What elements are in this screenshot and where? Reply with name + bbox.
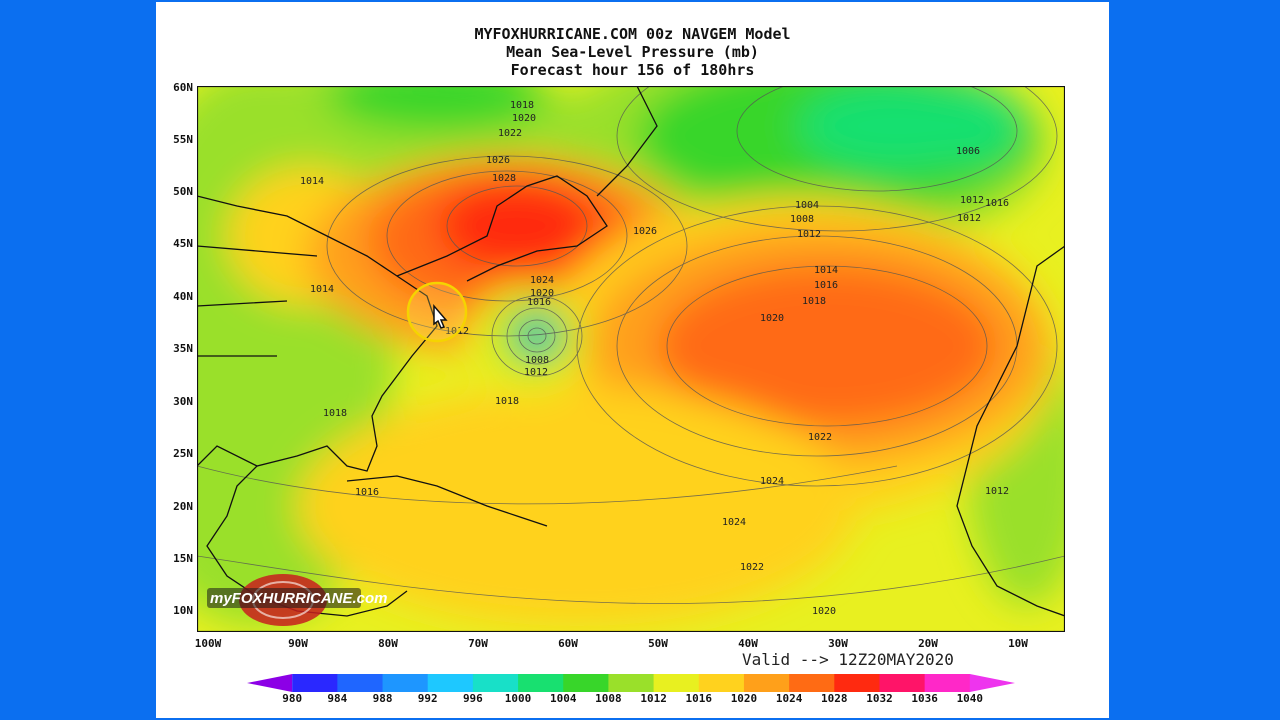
contour-label: 1008 bbox=[525, 355, 550, 366]
colorbar bbox=[247, 674, 1015, 692]
contour-label: 1022 bbox=[498, 128, 523, 139]
colorbar-swatch bbox=[247, 674, 293, 692]
colorbar-label: 988 bbox=[372, 692, 393, 705]
lon-label-50w: 50W bbox=[648, 637, 668, 650]
lat-label-60n: 60N bbox=[173, 81, 193, 94]
colorbar-swatch bbox=[698, 674, 745, 692]
lon-label-100w: 100W bbox=[194, 637, 222, 650]
contour-label: 1016 bbox=[355, 487, 380, 498]
colorbar-label: 996 bbox=[462, 692, 483, 705]
colorbar-swatch bbox=[518, 674, 564, 692]
contour-label: 1022 bbox=[808, 432, 833, 443]
contour-label: 1004 bbox=[795, 200, 820, 211]
colorbar-swatch bbox=[382, 674, 429, 692]
colorbar-label: 1036 bbox=[911, 692, 938, 705]
contour-label: 1014 bbox=[814, 265, 839, 276]
colorbar-swatch bbox=[292, 674, 338, 692]
contour-label: 1018 bbox=[510, 100, 535, 111]
colorbar-label: 1000 bbox=[504, 692, 532, 705]
pressure-map bbox=[197, 86, 1065, 632]
colorbar-swatch bbox=[834, 674, 880, 692]
colorbar-swatch bbox=[337, 674, 384, 692]
myfoxhurricane-logo bbox=[207, 574, 361, 626]
lat-label-45n: 45N bbox=[173, 237, 193, 250]
contour-label: 1024 bbox=[530, 275, 555, 286]
contour-label: 1024 bbox=[760, 476, 785, 487]
colorbar-swatch bbox=[789, 674, 835, 692]
colorbar-label: 1020 bbox=[730, 692, 758, 705]
lon-label-90w: 90W bbox=[288, 637, 308, 650]
contour-label: 1012 bbox=[797, 229, 822, 240]
contour-label: 1012 bbox=[957, 213, 982, 224]
lon-label-80w: 80W bbox=[378, 637, 398, 650]
map-title-line3: Forecast hour 156 of 180hrs bbox=[510, 61, 755, 79]
colorbar-label: 992 bbox=[417, 692, 438, 705]
contour-label: 1018 bbox=[323, 408, 348, 419]
colorbar-swatch bbox=[427, 674, 474, 692]
lat-label-40n: 40N bbox=[173, 290, 193, 303]
contour-label: 1006 bbox=[956, 146, 981, 157]
contour-label: 1020 bbox=[760, 313, 785, 324]
contour-label: 1018 bbox=[802, 296, 827, 307]
colorbar-label: 980 bbox=[282, 692, 303, 705]
lat-label-50n: 50N bbox=[173, 185, 193, 198]
contour-label: 1008 bbox=[790, 214, 815, 225]
logo-text: myFOXHURRICANE.com bbox=[210, 590, 388, 607]
contour-label: 1022 bbox=[740, 562, 765, 573]
colorbar-label: 1016 bbox=[685, 692, 713, 705]
contour-label: 1016 bbox=[527, 297, 552, 308]
contour-label: 1012 bbox=[524, 367, 549, 378]
contour-label: 1012 bbox=[985, 486, 1010, 497]
lat-label-55n: 55N bbox=[173, 133, 193, 146]
contour-label: 1016 bbox=[814, 280, 839, 291]
map-title-line2: Mean Sea-Level Pressure (mb) bbox=[506, 43, 759, 61]
colorbar-label: 1028 bbox=[821, 692, 848, 705]
contour-label: 1012 bbox=[960, 195, 985, 206]
colorbar-swatch bbox=[472, 674, 519, 692]
lon-label-10w: 10W bbox=[1008, 637, 1028, 650]
contour-label: 1014 bbox=[300, 176, 325, 187]
map-title-line1: MYFOXHURRICANE.COM 00z NAVGEM Model bbox=[474, 25, 791, 43]
lon-label-60w: 60W bbox=[558, 637, 578, 650]
colorbar-swatch bbox=[743, 674, 790, 692]
colorbar-swatch bbox=[563, 674, 609, 692]
lat-label-20n: 20N bbox=[173, 500, 193, 513]
colorbar-label: 1004 bbox=[549, 692, 577, 705]
lat-label-35n: 35N bbox=[173, 342, 193, 355]
lat-label-30n: 30N bbox=[173, 395, 193, 408]
colorbar-swatch bbox=[879, 674, 926, 692]
colorbar-swatch bbox=[924, 674, 971, 692]
colorbar-label: 1012 bbox=[640, 692, 667, 705]
colorbar-label: 1040 bbox=[956, 692, 984, 705]
colorbar-label: 1008 bbox=[595, 692, 622, 705]
lon-label-40w: 40W bbox=[738, 637, 758, 650]
contour-label: 1018 bbox=[495, 396, 520, 407]
valid-time: Valid --> 12Z20MAY2020 bbox=[742, 650, 954, 669]
lat-label-10n: 10N bbox=[173, 604, 193, 617]
contour-label: 1020 bbox=[812, 606, 837, 617]
contour-label: 1028 bbox=[492, 173, 517, 184]
lat-label-25n: 25N bbox=[173, 447, 193, 460]
lon-label-70w: 70W bbox=[468, 637, 488, 650]
colorbar-swatch bbox=[608, 674, 655, 692]
contour-label: 1026 bbox=[633, 226, 658, 237]
contour-label: 1024 bbox=[722, 517, 747, 528]
pointer-hand-icon bbox=[406, 281, 468, 343]
contour-label: 1014 bbox=[310, 284, 335, 295]
colorbar-swatch bbox=[653, 674, 700, 692]
colorbar-swatch bbox=[969, 674, 1015, 692]
colorbar-label: 1032 bbox=[866, 692, 893, 705]
contour-label: 1020 bbox=[530, 288, 555, 299]
colorbar-label: 984 bbox=[327, 692, 348, 705]
contour-label: 1026 bbox=[486, 155, 511, 166]
contour-label: 1016 bbox=[985, 198, 1010, 209]
colorbar-label: 1024 bbox=[775, 692, 803, 705]
lat-label-15n: 15N bbox=[173, 552, 193, 565]
lon-label-20w: 20W bbox=[918, 637, 938, 650]
contour-label: 1020 bbox=[512, 113, 537, 124]
lon-label-30w: 30W bbox=[828, 637, 848, 650]
